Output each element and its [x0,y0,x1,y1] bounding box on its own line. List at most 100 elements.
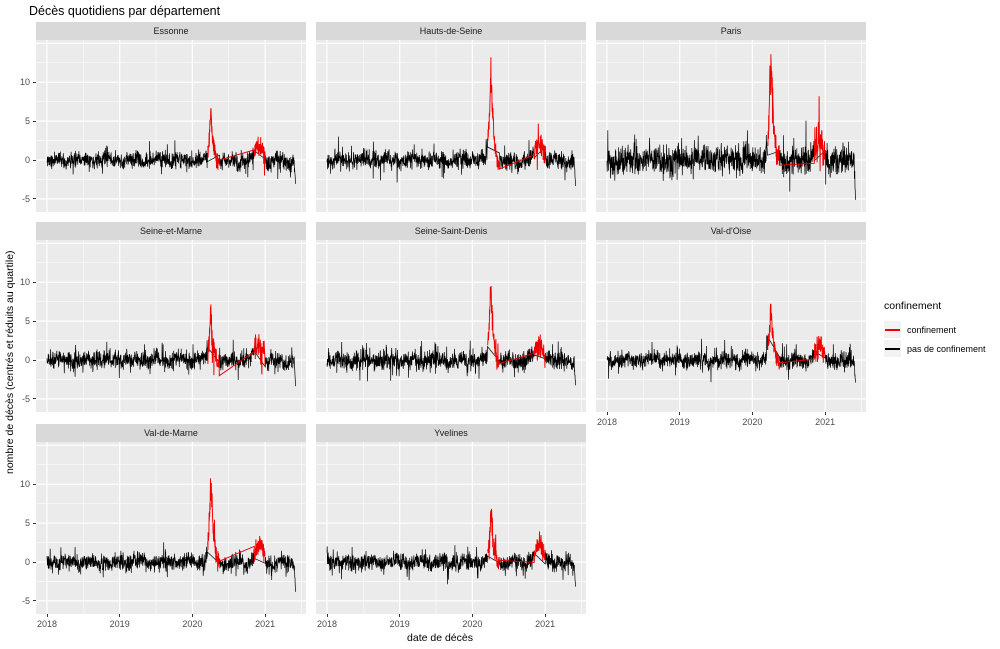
facet-panel-seine-saint-denis [316,240,586,412]
facet-strip-val-d-oise: Val-d'Oise [596,222,866,240]
black-line-icon [885,347,900,350]
x-tick-label: 2019 [389,619,410,629]
legend-entry-confinement: confinement [884,321,986,338]
facet-strip-hauts-de-seine: Hauts-de-Seine [316,22,586,40]
y-tick-mark [33,159,36,161]
x-tick-label: 2019 [669,417,690,427]
x-tick-label: 2020 [462,619,483,629]
x-tick-label: 2021 [255,619,276,629]
series-confinement [487,285,546,370]
series-pas-de-confinement [46,339,296,387]
y-tick-label: 10 [19,479,30,490]
facet-strip-label: Seine-et-Marne [139,226,203,236]
red-line-icon [885,328,900,331]
x-tick-label: 2021 [815,417,836,427]
series-confinement [487,57,546,170]
facet-strip-seine-et-marne: Seine-et-Marne [36,222,306,240]
facet-strip-yvelines: Yvelines [316,424,586,442]
y-tick-label: 0 [24,355,30,365]
x-tick-label: 2021 [535,619,556,629]
y-tick-label: 0 [24,155,30,165]
x-tick-label: 2018 [36,619,58,629]
x-tick-mark [679,412,681,415]
facet-strip-label: Essonne [153,26,189,36]
y-tick-mark [33,320,36,322]
y-tick-mark [33,359,36,361]
y-tick-mark [33,600,36,602]
legend-key-red [884,321,901,338]
facet-panel-val-d-oise [596,240,866,412]
y-tick-label: 5 [24,116,30,127]
plot-title: Décès quotidiens par département [29,4,221,18]
series-confinement [487,508,546,570]
y-tick-mark [33,522,36,524]
y-tick-label: 10 [19,77,30,88]
facet-panel-yvelines [316,442,586,614]
y-tick-mark [33,120,36,122]
x-tick-label: 2020 [742,417,763,427]
x-tick-mark [606,412,608,415]
y-tick-mark [33,561,36,563]
x-tick-mark [471,614,473,617]
series-pas-de-confinement [606,120,856,200]
facet-strip-label: Hauts-de-Seine [419,26,483,36]
facet-panel-essonne [36,40,306,212]
facet-strip-label: Seine-Saint-Denis [414,226,488,236]
legend-key-black [884,340,901,357]
y-tick-label: 0 [24,557,30,567]
facet-strip-seine-saint-denis: Seine-Saint-Denis [316,222,586,240]
facet-strip-label: Val-de-Marne [144,428,198,438]
y-tick-label: -5 [21,595,30,606]
y-tick-label: -5 [21,393,30,404]
y-tick-label: 10 [19,277,30,288]
x-tick-mark [399,614,401,617]
y-tick-mark [33,281,36,283]
series-pas-de-confinement [326,545,576,587]
series-confinement [767,303,826,370]
y-tick-mark [33,198,36,200]
series-confinement [207,304,266,377]
legend-entry-pas-de-confinement: pas de confinement [884,340,986,357]
facet-panel-hauts-de-seine [316,40,586,212]
legend-title: confinement [884,300,942,312]
y-tick-mark [33,81,36,83]
x-tick-mark [191,614,193,617]
facet-strip-essonne: Essonne [36,22,306,40]
x-tick-mark [264,614,266,617]
y-tick-mark [33,483,36,485]
y-tick-label: -5 [21,193,30,204]
x-tick-label: 2018 [596,417,618,427]
facet-panel-seine-et-marne [36,240,306,412]
facet-strip-label: Val-d'Oise [710,226,752,236]
x-tick-mark [119,614,121,617]
facet-panel-val-de-marne [36,442,306,614]
legend-entry-label: pas de confinement [907,343,986,354]
x-tick-mark [544,614,546,617]
x-tick-mark [824,412,826,415]
facet-strip-paris: Paris [596,22,866,40]
y-tick-label: 5 [24,316,30,327]
x-tick-mark [326,614,328,617]
facet-panel-paris [596,40,866,212]
x-tick-label: 2020 [182,619,203,629]
series-pas-de-confinement [326,340,576,386]
x-axis-title: date de décès [407,632,473,644]
x-tick-label: 2018 [316,619,338,629]
legend: confinement confinement pas de confineme… [884,300,986,359]
series-pas-de-confinement [46,140,296,184]
facet-strip-val-de-marne: Val-de-Marne [36,424,306,442]
series-confinement [767,54,826,172]
y-tick-label: 5 [24,518,30,529]
series-pas-de-confinement [46,542,296,592]
x-tick-label: 2019 [109,619,130,629]
facet-strip-label: Paris [720,26,742,36]
series-pas-de-confinement [326,136,576,187]
y-tick-mark [33,398,36,400]
legend-entry-label: confinement [907,324,957,335]
facet-strip-label: Yvelines [434,428,468,438]
series-confinement [207,478,266,572]
x-tick-mark [46,614,48,617]
x-tick-mark [751,412,753,415]
series-confinement [207,108,266,176]
